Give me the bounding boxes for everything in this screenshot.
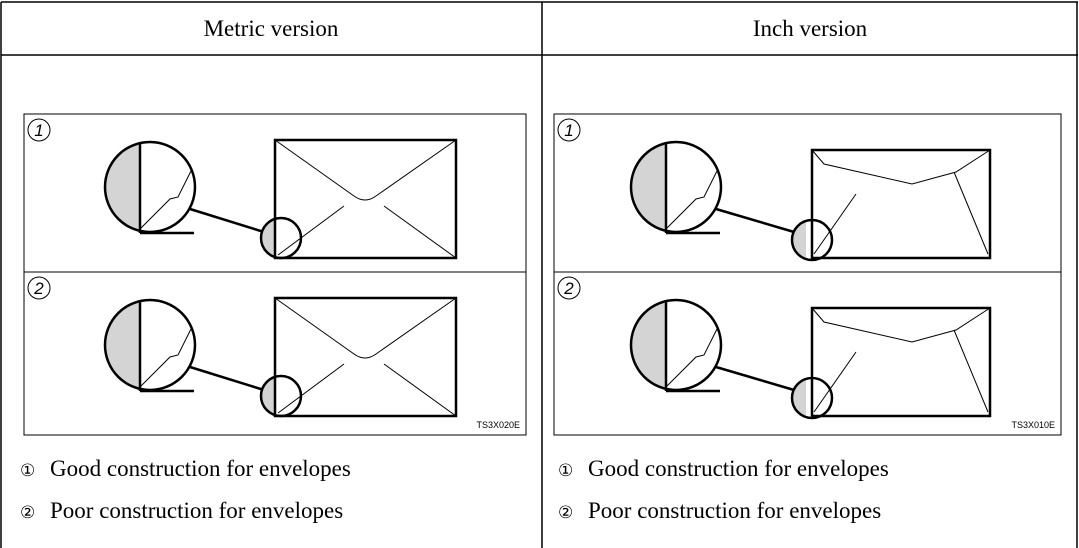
caption: Poor construction for envelopes xyxy=(588,498,881,523)
panel-label-circle xyxy=(27,276,51,300)
figure: 1 2 TS3X010E xyxy=(553,113,1062,436)
panel-label-circle xyxy=(27,118,51,142)
panel-label: 1 xyxy=(564,121,573,140)
figure-frame xyxy=(23,113,527,436)
panel-label-circle xyxy=(557,276,581,300)
column-header: Metric version xyxy=(204,16,339,41)
panel-label: 2 xyxy=(33,279,44,298)
panel-label: 2 xyxy=(563,279,574,298)
caption: Poor construction for envelopes xyxy=(50,498,343,523)
envelope-poor xyxy=(631,295,990,418)
figure-code: TS3X020E xyxy=(476,420,520,430)
caption-marker: ① xyxy=(20,461,35,481)
caption-marker: ② xyxy=(558,503,573,523)
figure-frame xyxy=(553,113,1062,436)
panel-label-circle xyxy=(557,118,581,142)
caption-marker: ② xyxy=(20,503,35,523)
caption: Good construction for envelopes xyxy=(588,456,889,481)
column-header: Inch version xyxy=(753,16,868,41)
envelope-good xyxy=(105,137,456,258)
envelope-poor xyxy=(105,295,456,416)
caption-marker: ① xyxy=(558,461,573,481)
figure: 1 2 TS3X020E xyxy=(23,113,527,436)
figure-code: TS3X010E xyxy=(1011,420,1055,430)
caption: Good construction for envelopes xyxy=(50,456,351,481)
envelope-good xyxy=(631,137,990,260)
panel-label: 1 xyxy=(34,121,43,140)
